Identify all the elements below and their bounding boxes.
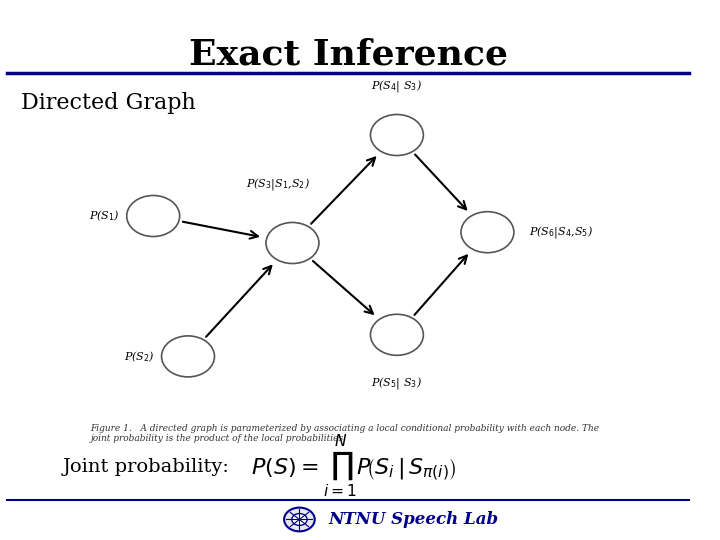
Text: $P(S)=\prod_{i=1}^{N}P\!\left(S_i\,|\,S_{\pi(i)}\right)$: $P(S)=\prod_{i=1}^{N}P\!\left(S_i\,|\,S_… [251, 434, 456, 500]
Text: P(S$_4$| S$_3$): P(S$_4$| S$_3$) [372, 78, 423, 94]
Text: P(S$_2$): P(S$_2$) [124, 349, 155, 364]
Circle shape [161, 336, 215, 377]
Text: P(S$_5$| S$_3$): P(S$_5$| S$_3$) [372, 375, 423, 391]
Circle shape [371, 314, 423, 355]
Text: Figure 1.   A directed graph is parameterized by associating a local conditional: Figure 1. A directed graph is parameteri… [91, 424, 600, 443]
Text: P(S$_1$): P(S$_1$) [89, 208, 120, 224]
Text: Joint probability:: Joint probability: [63, 458, 230, 476]
Circle shape [266, 222, 319, 264]
Circle shape [461, 212, 514, 253]
Text: P(S$_6$|S$_4$,S$_5$): P(S$_6$|S$_4$,S$_5$) [528, 224, 593, 240]
Text: Exact Inference: Exact Inference [189, 38, 508, 72]
Text: NTNU Speech Lab: NTNU Speech Lab [328, 511, 499, 528]
Circle shape [284, 508, 315, 531]
Circle shape [292, 514, 307, 525]
Circle shape [127, 195, 180, 237]
Text: P(S$_3$|S$_1$,S$_2$): P(S$_3$|S$_1$,S$_2$) [246, 176, 310, 192]
Text: Directed Graph: Directed Graph [21, 92, 196, 114]
Circle shape [371, 114, 423, 156]
